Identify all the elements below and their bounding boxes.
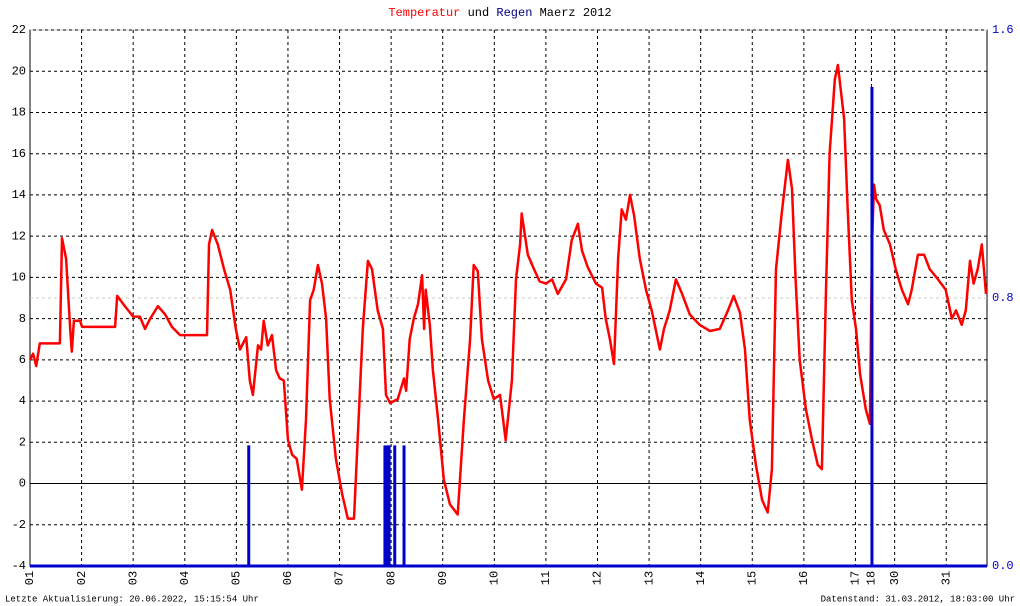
- x-tick-label: 12: [591, 571, 605, 585]
- y2-tick-label: 0.8: [992, 291, 1014, 305]
- y-tick-label: 2: [19, 435, 26, 449]
- x-tick-label: 11: [539, 571, 553, 585]
- x-tick-label: 01: [23, 571, 37, 585]
- y-tick-label: 16: [12, 147, 26, 161]
- footer-right: Datenstand: 31.03.2012, 18:03:00 Uhr: [821, 594, 1015, 604]
- y-tick-label: 14: [12, 188, 26, 202]
- y-tick-label: 22: [12, 23, 26, 37]
- x-tick-label: 17: [849, 571, 863, 585]
- footer-left: Letzte Aktualisierung: 20.06.2022, 15:15…: [5, 594, 259, 604]
- rain-bar: [870, 86, 874, 566]
- chart-title: Temperatur und Regen Maerz 2012: [388, 6, 611, 20]
- x-tick-label: 14: [694, 571, 708, 585]
- x-tick-label: 31: [939, 571, 953, 585]
- x-tick-label: 06: [281, 571, 295, 585]
- x-tick-label: 02: [75, 571, 89, 585]
- y-tick-label: 10: [12, 271, 26, 285]
- rain-bar: [393, 445, 397, 566]
- x-tick-label: 08: [384, 571, 398, 585]
- y2-tick-label: 0.0: [992, 559, 1014, 573]
- x-tick-label: 13: [642, 571, 656, 585]
- temperature-line: [28, 63, 988, 520]
- rain-bar: [385, 445, 389, 566]
- x-tick-label: 09: [436, 571, 450, 585]
- y-tick-label: 0: [19, 477, 26, 491]
- y-tick-label: 8: [19, 312, 26, 326]
- title-suffix: Maerz 2012: [540, 6, 612, 20]
- y-tick-label: 6: [19, 353, 26, 367]
- x-tick-label: 07: [333, 571, 347, 585]
- y2-tick-label: 1.6: [992, 23, 1014, 37]
- title-connector: und: [468, 6, 490, 20]
- rain-bar: [402, 445, 406, 566]
- x-tick-label: 10: [487, 571, 501, 585]
- rain-bar: [383, 445, 387, 566]
- x-tick-label: 04: [178, 571, 192, 585]
- title-temperature: Temperatur: [388, 6, 460, 20]
- x-tick-label: 18: [865, 571, 879, 585]
- y-tick-label: 20: [12, 64, 26, 78]
- x-tick-label: 30: [888, 571, 902, 585]
- y-tick-label: -2: [12, 518, 26, 532]
- y-tick-label: 12: [12, 229, 26, 243]
- x-tick-label: 05: [230, 571, 244, 585]
- y-tick-label: 18: [12, 106, 26, 120]
- y-tick-label: 4: [19, 394, 26, 408]
- rain-bar: [387, 445, 391, 566]
- x-tick-label: 03: [126, 571, 140, 585]
- title-rain: Regen: [496, 6, 532, 20]
- x-tick-label: 15: [745, 571, 759, 585]
- y-tick-label: -4: [12, 559, 26, 573]
- rain-bar: [247, 445, 251, 566]
- x-tick-label: 16: [797, 571, 811, 585]
